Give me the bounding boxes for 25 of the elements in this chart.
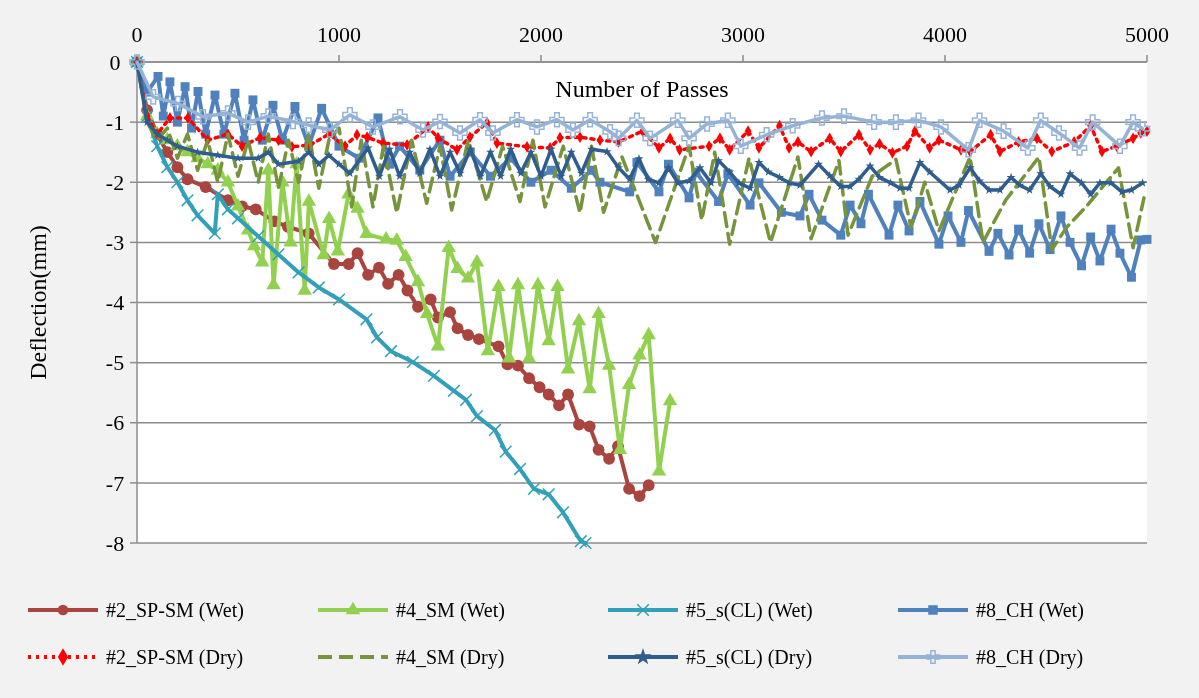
legend-label: #2_SP-SM (Dry) bbox=[106, 646, 244, 669]
legend-label: #8_CH (Wet) bbox=[976, 599, 1084, 622]
legend-label: #4_SM (Dry) bbox=[396, 646, 505, 669]
y-tick-label: -8 bbox=[105, 530, 125, 556]
x-tick-label: 0 bbox=[131, 21, 143, 47]
x-tick-label: 4000 bbox=[923, 21, 967, 47]
legend-label: #2_SP-SM (Wet) bbox=[106, 599, 244, 622]
legend-label: #5_s(CL) (Dry) bbox=[686, 646, 813, 669]
legend-label: #5_s(CL) (Wet) bbox=[686, 599, 813, 622]
y-tick-label: -3 bbox=[105, 230, 125, 256]
y-tick-label: 0 bbox=[109, 49, 121, 75]
y-tick-label: -7 bbox=[105, 470, 125, 496]
y-tick-label: -1 bbox=[105, 109, 125, 135]
x-tick-label: 5000 bbox=[1125, 21, 1169, 47]
y-tick-label: -4 bbox=[105, 290, 125, 316]
x-tick-label: 2000 bbox=[519, 21, 563, 47]
y-tick-label: -6 bbox=[105, 410, 125, 436]
x-tick-label: 3000 bbox=[721, 21, 765, 47]
legend-label: #8_CH (Dry) bbox=[976, 646, 1084, 669]
y-tick-label: -5 bbox=[105, 350, 125, 376]
legend-label: #4_SM (Wet) bbox=[396, 599, 505, 622]
y-axis-title: Deflection(mm) bbox=[25, 225, 52, 380]
x-tick-label: 1000 bbox=[317, 21, 361, 47]
x-axis-title: Number of Passes bbox=[555, 76, 729, 103]
y-tick-label: -2 bbox=[105, 169, 125, 195]
